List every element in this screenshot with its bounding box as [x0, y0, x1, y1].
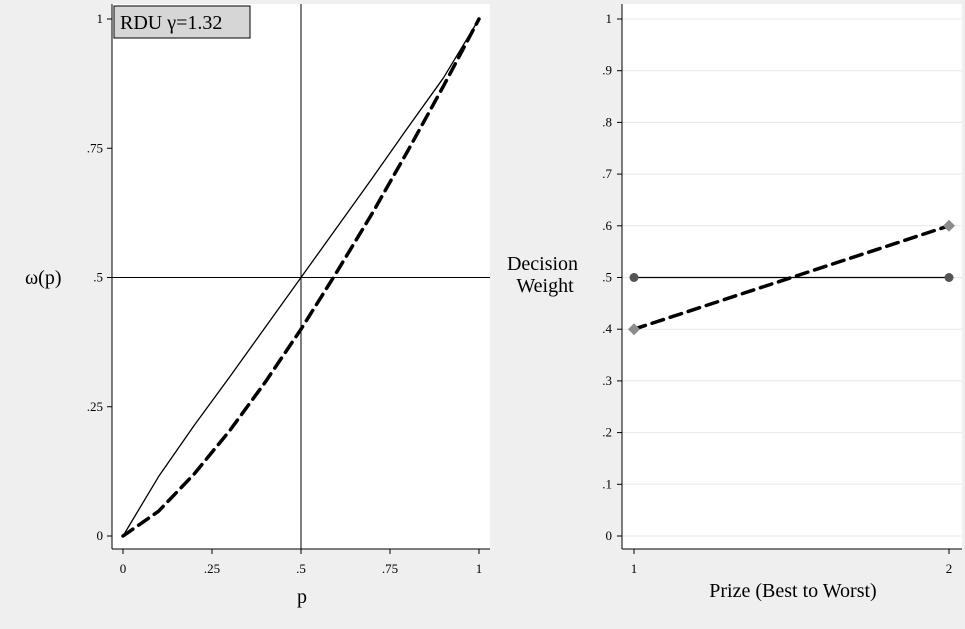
right-point-diamond-marker [943, 219, 955, 232]
right-y-tick-label: 0 [606, 528, 613, 543]
left-series [121, 17, 481, 538]
right-y-tick-label: .2 [602, 425, 612, 440]
right-plot-area [622, 4, 962, 549]
right-point-circle-marker [629, 273, 639, 282]
right-y-tick-label: 1 [606, 11, 613, 26]
left-y-tick-label: .5 [93, 270, 103, 285]
right-x-tick-label: 2 [946, 561, 953, 576]
right-y-tick-label: .6 [602, 218, 612, 233]
right-series [628, 219, 955, 336]
right-x-axis-title: Prize (Best to Worst) [709, 580, 876, 602]
right-point-diamond-marker [628, 323, 640, 336]
left-x-axis-title: p [297, 586, 307, 608]
left-x-tick-label: 1 [476, 561, 483, 576]
right-y-tick-label: .5 [602, 270, 612, 285]
right-y-tick-label: .8 [602, 114, 612, 129]
right-point-circle-marker [944, 273, 954, 282]
left-x-tick-label: 0 [120, 561, 127, 576]
left-y-axis-title: ω(p) [25, 267, 61, 289]
right-y-tick-label: .1 [602, 476, 612, 491]
right-y-axis-title: Decision Weight [507, 253, 583, 297]
left-annotation-box: RDU γ=1.32 [113, 5, 251, 39]
left-annotation-frame [113, 5, 251, 39]
right-y-axis-title-line-1: Decision [507, 253, 578, 275]
left-x-tick-label: .25 [204, 561, 220, 576]
left-series-identity-line [122, 18, 480, 537]
right-y-tick-label: .3 [602, 373, 612, 388]
right-chart: 0 .1 .2 .3 .4 .5 .6 .7 .8 .9 1 1 2 Decision Weight P… [507, 4, 962, 602]
right-y-tick-label: .9 [602, 63, 612, 78]
left-axes: 0 .25 .5 .75 1 0 .25 .5 .75 1 [87, 4, 490, 576]
left-chart: 0 .25 .5 .75 1 0 .25 .5 .75 1 RDU γ=1.32 ω(p) p [25, 4, 490, 608]
left-y-tick-label: .25 [87, 399, 103, 414]
right-y-tick-label: .4 [602, 321, 612, 336]
left-x-tick-label: .75 [382, 561, 398, 576]
left-annotation-text: RDU γ=1.32 [120, 12, 222, 34]
left-y-tick-label: 0 [97, 528, 104, 543]
left-y-tick-label: 1 [97, 11, 104, 26]
right-axes: 0 .1 .2 .3 .4 .5 .6 .7 .8 .9 1 1 2 [602, 4, 962, 576]
right-y-tick-label: .7 [602, 166, 612, 181]
right-x-tick-label: 1 [631, 561, 638, 576]
left-x-tick-label: .5 [296, 561, 306, 576]
left-series-weighting-curve [121, 17, 481, 538]
left-y-tick-label: .75 [87, 140, 103, 155]
right-y-axis-title-line-2: Weight [516, 275, 574, 297]
right-series-rdu-line [632, 224, 951, 331]
